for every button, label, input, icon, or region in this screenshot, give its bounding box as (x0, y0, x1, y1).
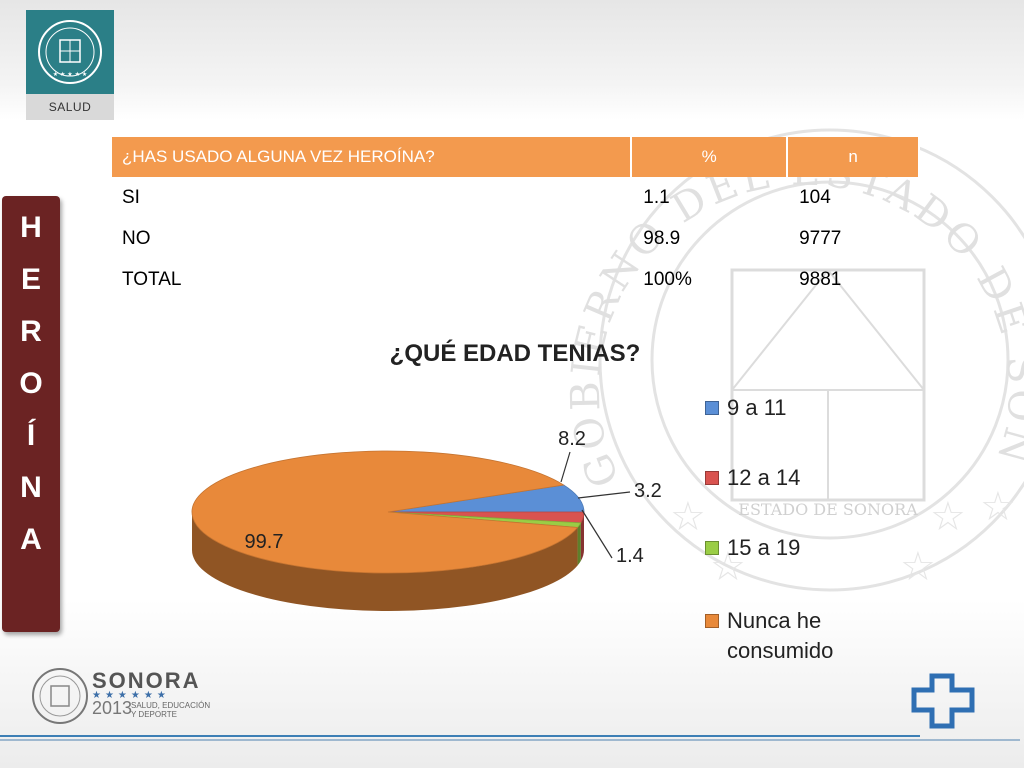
table-row: SI 1.1 104 (112, 177, 919, 218)
row-n: 9881 (799, 268, 842, 290)
svg-text:☆: ☆ (980, 484, 1016, 530)
footer-stars-icon: ★★★★★★ (92, 690, 170, 701)
side-title-letter: R (20, 315, 42, 348)
svg-text:☆: ☆ (930, 494, 966, 540)
salud-logo-label: SALUD (26, 94, 114, 120)
state-seal-icon: ★ ★ ★ ★ ★ (38, 20, 102, 84)
side-title-letter: O (19, 367, 43, 400)
footer-rule (0, 735, 920, 737)
side-title-panel: H E R O Í N A (2, 196, 60, 632)
row-percent: 1.1 (643, 186, 670, 208)
legend-label: 12 a 14 (727, 465, 801, 491)
table-row: TOTAL 100% 9881 (112, 259, 919, 300)
legend-swatch (705, 541, 719, 556)
table-header-percent: % (631, 137, 789, 177)
row-n: 104 (799, 186, 831, 208)
table-header-row: ¿HAS USADO ALGUNA VEZ HEROÍNA? % n (112, 137, 920, 177)
seal-banner-text: ESTADO DE SONORA (738, 500, 918, 519)
legend-item: 12 a 14 (705, 464, 800, 491)
side-title-letter: N (20, 471, 42, 504)
row-n: 9777 (799, 227, 842, 249)
pie-slice-side (580, 512, 584, 561)
row-percent: 98.9 (643, 227, 681, 249)
table-header-question: ¿HAS USADO ALGUNA VEZ HEROÍNA? (112, 137, 633, 177)
state-seal-watermark: GOBIERNO DEL ESTADO DE SONORA ESTADO DE … (560, 120, 1024, 592)
legend-label: 15 a 19 (727, 535, 801, 561)
row-label: TOTAL (122, 268, 182, 290)
svg-text:☆: ☆ (670, 494, 706, 540)
row-label: NO (122, 227, 151, 249)
footer-rule (0, 739, 1020, 741)
legend-swatch (705, 614, 719, 628)
pie-slice-side (192, 512, 578, 611)
data-label-leader (581, 509, 613, 559)
salud-logo-emblem: ★ ★ ★ ★ ★ (26, 10, 114, 94)
legend-item: Nunca he consumido (705, 606, 833, 666)
chart-title: ¿QUÉ EDAD TENIAS? (389, 340, 641, 367)
side-title-letter: H (20, 211, 42, 244)
data-label-leader (577, 491, 631, 499)
health-cross-icon (911, 673, 975, 729)
legend-label: Nunca he consumido (727, 608, 834, 663)
pie-slice (191, 450, 579, 574)
legend-label: 9 a 11 (727, 395, 787, 421)
footer-year: 2013 (92, 698, 133, 718)
data-label: 1.4 (616, 545, 644, 567)
legend-item: 15 a 19 (705, 534, 800, 561)
salud-logo: ★ ★ ★ ★ ★ SALUD (26, 10, 114, 120)
row-percent: 100% (643, 268, 692, 290)
top-band (0, 0, 1024, 120)
pie-slice-side (577, 522, 581, 566)
legend-swatch (705, 471, 719, 486)
footer-seal-icon (32, 668, 88, 724)
side-title-letter: A (20, 523, 42, 556)
row-label: SI (122, 186, 140, 208)
data-label: 3.2 (634, 480, 662, 502)
svg-text:☆: ☆ (900, 544, 936, 590)
table-row: NO 98.9 9777 (112, 218, 919, 259)
svg-text:★ ★ ★ ★ ★: ★ ★ ★ ★ ★ (53, 71, 88, 78)
data-label-leader (560, 451, 571, 483)
legend-item: 9 a 11 (705, 394, 787, 421)
legend-swatch (705, 401, 719, 416)
data-label: 99.7 (245, 531, 284, 553)
data-label: 8.2 (558, 428, 586, 450)
table-header-n: n (787, 137, 920, 177)
footer-slogan: SALUD, EDUCACIÓN Y DEPORTE (131, 701, 211, 719)
heroin-use-table: ¿HAS USADO ALGUNA VEZ HEROÍNA? % n SI 1.… (112, 137, 920, 300)
side-title-letter: Í (26, 419, 36, 452)
footer-brand: SONORA (92, 668, 201, 693)
side-title-letter: E (20, 263, 41, 296)
side-title: H E R O Í N A (2, 202, 60, 566)
